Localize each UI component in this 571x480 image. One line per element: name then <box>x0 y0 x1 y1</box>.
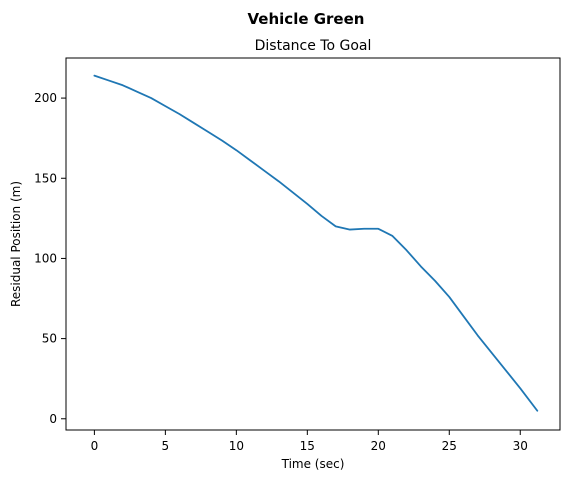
y-tick-label: 50 <box>42 332 57 346</box>
plot-area: 0 5 10 15 20 25 30 0 50 100 150 200 <box>34 57 561 453</box>
y-axis: 0 50 100 150 200 <box>34 91 66 426</box>
y-tick-label: 150 <box>34 171 57 185</box>
series-line <box>93 74 539 412</box>
series-layer <box>93 74 539 412</box>
x-tick-label: 15 <box>300 439 315 453</box>
y-tick-label: 200 <box>34 91 57 105</box>
y-tick-label: 100 <box>34 251 57 265</box>
x-axis-label: Time (sec) <box>281 457 345 471</box>
x-tick-label: 20 <box>371 439 386 453</box>
x-tick-label: 25 <box>442 439 457 453</box>
x-tick-label: 0 <box>91 439 99 453</box>
chart-title: Distance To Goal <box>255 38 372 54</box>
x-axis: 0 5 10 15 20 25 30 <box>91 430 528 453</box>
y-axis-label: Residual Position (m) <box>9 181 23 307</box>
x-tick-label: 10 <box>229 439 244 453</box>
x-tick-label: 5 <box>162 439 170 453</box>
plot-frame <box>65 57 561 431</box>
x-tick-label: 30 <box>513 439 528 453</box>
y-tick-label: 0 <box>49 412 57 426</box>
chart-suptitle: Vehicle Green <box>248 10 365 28</box>
